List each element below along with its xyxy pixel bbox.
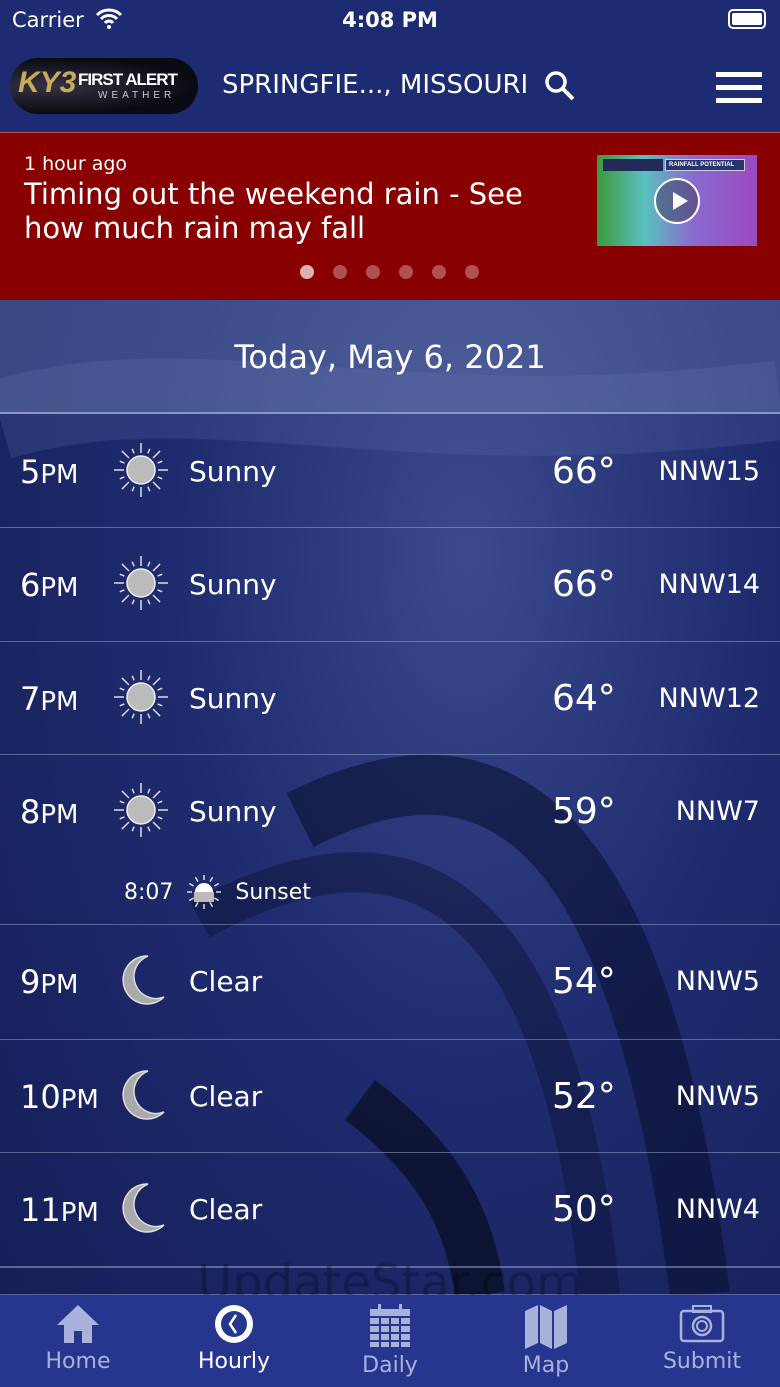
temperature: 50° (552, 1189, 616, 1230)
temperature: 54° (552, 961, 616, 1002)
nav-submit[interactable]: Submit (624, 1295, 780, 1387)
hour-label: 10PM (20, 1078, 99, 1116)
app-header: KY3 FIRST ALERT WEATHER SPRINGFIE..., MISS… (0, 40, 780, 132)
hourly-row[interactable]: 6PM Sunny 66° NNW14 (0, 528, 780, 642)
sunset-label: Sunset (235, 879, 311, 905)
news-age: 1 hour ago (24, 153, 128, 175)
carousel-dot[interactable] (465, 265, 479, 279)
nav-hourly[interactable]: Hourly (156, 1295, 312, 1387)
hour-label: 9PM (20, 963, 79, 1001)
temperature: 66° (552, 564, 616, 605)
hour-label: 8PM (20, 793, 79, 831)
date-header: Today, May 6, 2021 (0, 300, 780, 414)
condition: Clear (189, 1193, 263, 1226)
sunset-icon (187, 875, 222, 909)
play-icon[interactable] (654, 178, 700, 224)
hourly-row[interactable]: 8PM Sunny 59° NNW7 8:07 Sunset (0, 755, 780, 925)
carousel-dot[interactable] (432, 265, 446, 279)
temperature: 59° (552, 791, 616, 832)
clock: 4:08 PM (342, 8, 438, 32)
carousel-dot[interactable] (300, 265, 314, 279)
sun-icon (114, 783, 168, 837)
bottom-nav: Home Hourly Daily Map Submit (0, 1295, 780, 1387)
clock-icon (215, 1305, 253, 1343)
temperature: 64° (552, 678, 616, 719)
nav-daily[interactable]: Daily (312, 1295, 468, 1387)
hourly-row-partial[interactable] (0, 1267, 780, 1295)
hourly-row[interactable]: 9PM Clear 54° NNW5 (0, 925, 780, 1040)
battery-icon (728, 9, 766, 29)
news-title[interactable]: Timing out the weekend rain - See how mu… (24, 177, 523, 245)
search-icon[interactable] (544, 70, 576, 102)
wind: NNW14 (658, 569, 760, 600)
thumbnail-logo (603, 159, 663, 171)
hourly-row[interactable]: 5PM Sunny 66° NNW15 (0, 415, 780, 528)
news-banner[interactable]: 1 hour ago Timing out the weekend rain -… (0, 132, 780, 300)
condition: Sunny (189, 682, 277, 715)
hour-label: 6PM (20, 566, 79, 604)
condition: Clear (189, 965, 263, 998)
nav-home[interactable]: Home (0, 1295, 156, 1387)
sun-icon (114, 443, 168, 497)
carousel-dot[interactable] (399, 265, 413, 279)
carousel-dot[interactable] (366, 265, 380, 279)
camera-icon (679, 1305, 725, 1343)
carousel-dots[interactable] (300, 265, 479, 279)
sun-icon (114, 556, 168, 610)
news-video-thumbnail[interactable]: RAINFALL POTENTIAL (597, 155, 757, 246)
moon-icon (114, 1068, 168, 1122)
wind: NNW12 (658, 683, 760, 714)
thumbnail-title: RAINFALL POTENTIAL (665, 159, 745, 171)
carrier: Carrier (12, 8, 84, 32)
wind: NNW5 (675, 966, 760, 997)
hourly-row[interactable]: 11PM Clear 50° NNW4 (0, 1153, 780, 1267)
hour-label: 11PM (20, 1191, 99, 1229)
sun-icon (114, 670, 168, 724)
nav-map[interactable]: Map (468, 1295, 624, 1387)
sunset-info: 8:07 Sunset (124, 873, 311, 911)
status-bar: Carrier 4:08 PM (0, 0, 780, 40)
hour-label: 7PM (20, 680, 79, 718)
wind: NNW15 (658, 456, 760, 487)
location-label[interactable]: SPRINGFIE..., MISSOURI (222, 70, 529, 100)
condition: Clear (189, 1080, 263, 1113)
home-icon (57, 1305, 99, 1343)
hourly-row[interactable]: 7PM Sunny 64° NNW12 (0, 642, 780, 755)
calendar-icon (370, 1304, 410, 1347)
carousel-dot[interactable] (333, 265, 347, 279)
ky3-logo[interactable]: KY3 FIRST ALERT WEATHER (10, 58, 198, 114)
wind: NNW7 (675, 796, 760, 827)
hamburger-menu-icon[interactable] (716, 72, 762, 111)
condition: Sunny (189, 455, 277, 488)
temperature: 66° (552, 451, 616, 492)
temperature: 52° (552, 1076, 616, 1117)
hourly-row[interactable]: 10PM Clear 52° NNW5 (0, 1040, 780, 1153)
condition: Sunny (189, 795, 277, 828)
wind: NNW5 (675, 1081, 760, 1112)
wind: NNW4 (675, 1194, 760, 1225)
moon-icon (114, 1181, 168, 1235)
wifi-icon (95, 8, 123, 29)
sunset-time: 8:07 (124, 879, 174, 905)
hour-label: 5PM (20, 453, 79, 491)
map-icon (525, 1305, 567, 1349)
moon-icon (114, 953, 168, 1007)
condition: Sunny (189, 568, 277, 601)
